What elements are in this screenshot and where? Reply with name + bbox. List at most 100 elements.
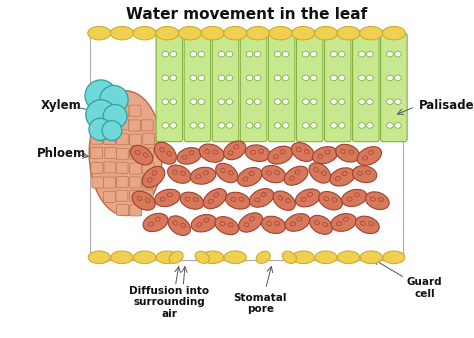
Ellipse shape bbox=[255, 198, 260, 202]
Ellipse shape bbox=[309, 163, 331, 183]
Ellipse shape bbox=[147, 178, 152, 182]
Ellipse shape bbox=[205, 149, 210, 153]
Ellipse shape bbox=[301, 197, 306, 201]
Ellipse shape bbox=[290, 176, 294, 180]
Ellipse shape bbox=[181, 171, 186, 175]
Ellipse shape bbox=[338, 99, 345, 104]
Ellipse shape bbox=[246, 75, 253, 81]
Ellipse shape bbox=[366, 99, 373, 104]
Ellipse shape bbox=[274, 171, 280, 175]
Ellipse shape bbox=[199, 144, 224, 162]
Ellipse shape bbox=[369, 222, 374, 226]
Ellipse shape bbox=[226, 75, 233, 81]
Text: Diffusion into
surrounding
air: Diffusion into surrounding air bbox=[129, 286, 210, 319]
Ellipse shape bbox=[168, 165, 191, 183]
Ellipse shape bbox=[358, 75, 365, 81]
Ellipse shape bbox=[383, 26, 405, 40]
Ellipse shape bbox=[310, 51, 317, 57]
Ellipse shape bbox=[111, 251, 133, 264]
Ellipse shape bbox=[110, 26, 133, 40]
FancyBboxPatch shape bbox=[325, 33, 351, 142]
FancyBboxPatch shape bbox=[117, 204, 128, 215]
Ellipse shape bbox=[366, 51, 373, 57]
Ellipse shape bbox=[366, 123, 373, 128]
FancyBboxPatch shape bbox=[91, 133, 102, 144]
Ellipse shape bbox=[310, 215, 332, 234]
FancyBboxPatch shape bbox=[91, 163, 103, 174]
FancyBboxPatch shape bbox=[117, 176, 128, 188]
Ellipse shape bbox=[290, 222, 295, 226]
FancyBboxPatch shape bbox=[143, 133, 155, 144]
Ellipse shape bbox=[302, 123, 309, 128]
Ellipse shape bbox=[167, 151, 172, 156]
Ellipse shape bbox=[387, 51, 393, 57]
Ellipse shape bbox=[246, 51, 253, 57]
Ellipse shape bbox=[341, 149, 346, 153]
Ellipse shape bbox=[136, 150, 140, 154]
Ellipse shape bbox=[330, 75, 337, 81]
Ellipse shape bbox=[220, 221, 225, 226]
Ellipse shape bbox=[102, 121, 122, 141]
Ellipse shape bbox=[145, 198, 150, 202]
Ellipse shape bbox=[197, 222, 202, 226]
Ellipse shape bbox=[387, 99, 393, 104]
Ellipse shape bbox=[296, 147, 301, 152]
Ellipse shape bbox=[352, 166, 377, 183]
Ellipse shape bbox=[214, 193, 219, 197]
Ellipse shape bbox=[282, 99, 289, 104]
Ellipse shape bbox=[308, 193, 313, 197]
FancyBboxPatch shape bbox=[104, 105, 116, 117]
Ellipse shape bbox=[185, 197, 190, 201]
Ellipse shape bbox=[226, 51, 233, 57]
Ellipse shape bbox=[170, 99, 177, 104]
Ellipse shape bbox=[324, 197, 328, 201]
Ellipse shape bbox=[310, 75, 317, 81]
FancyBboxPatch shape bbox=[117, 119, 129, 130]
Ellipse shape bbox=[143, 153, 148, 157]
Ellipse shape bbox=[394, 99, 401, 104]
Ellipse shape bbox=[360, 26, 383, 40]
Ellipse shape bbox=[330, 168, 355, 186]
Ellipse shape bbox=[379, 197, 383, 201]
Ellipse shape bbox=[358, 123, 365, 128]
Ellipse shape bbox=[182, 155, 187, 159]
Ellipse shape bbox=[246, 123, 253, 128]
Ellipse shape bbox=[363, 156, 367, 160]
Ellipse shape bbox=[394, 75, 401, 81]
Ellipse shape bbox=[302, 99, 309, 104]
Ellipse shape bbox=[347, 197, 352, 201]
Ellipse shape bbox=[224, 26, 247, 40]
Ellipse shape bbox=[88, 26, 111, 40]
Ellipse shape bbox=[314, 26, 337, 40]
FancyBboxPatch shape bbox=[353, 33, 379, 142]
FancyBboxPatch shape bbox=[104, 162, 116, 173]
FancyBboxPatch shape bbox=[91, 147, 102, 159]
Ellipse shape bbox=[85, 80, 117, 112]
Ellipse shape bbox=[160, 147, 164, 152]
Ellipse shape bbox=[130, 145, 153, 165]
FancyBboxPatch shape bbox=[129, 190, 141, 201]
Ellipse shape bbox=[162, 123, 169, 128]
Ellipse shape bbox=[366, 75, 373, 81]
Ellipse shape bbox=[282, 123, 289, 128]
Text: Stomatal
pore: Stomatal pore bbox=[234, 293, 287, 314]
Ellipse shape bbox=[330, 123, 337, 128]
Ellipse shape bbox=[170, 75, 177, 81]
FancyBboxPatch shape bbox=[117, 134, 128, 145]
Ellipse shape bbox=[304, 149, 309, 154]
Ellipse shape bbox=[360, 251, 383, 264]
Ellipse shape bbox=[325, 150, 330, 154]
Ellipse shape bbox=[249, 171, 254, 175]
Ellipse shape bbox=[189, 151, 194, 155]
Ellipse shape bbox=[170, 51, 177, 57]
Ellipse shape bbox=[193, 197, 198, 201]
Ellipse shape bbox=[170, 123, 177, 128]
Ellipse shape bbox=[243, 177, 248, 181]
Ellipse shape bbox=[274, 221, 280, 225]
Ellipse shape bbox=[268, 146, 292, 164]
Ellipse shape bbox=[262, 166, 285, 183]
Ellipse shape bbox=[274, 99, 281, 104]
Ellipse shape bbox=[330, 51, 337, 57]
Ellipse shape bbox=[137, 196, 142, 200]
Ellipse shape bbox=[282, 251, 296, 263]
